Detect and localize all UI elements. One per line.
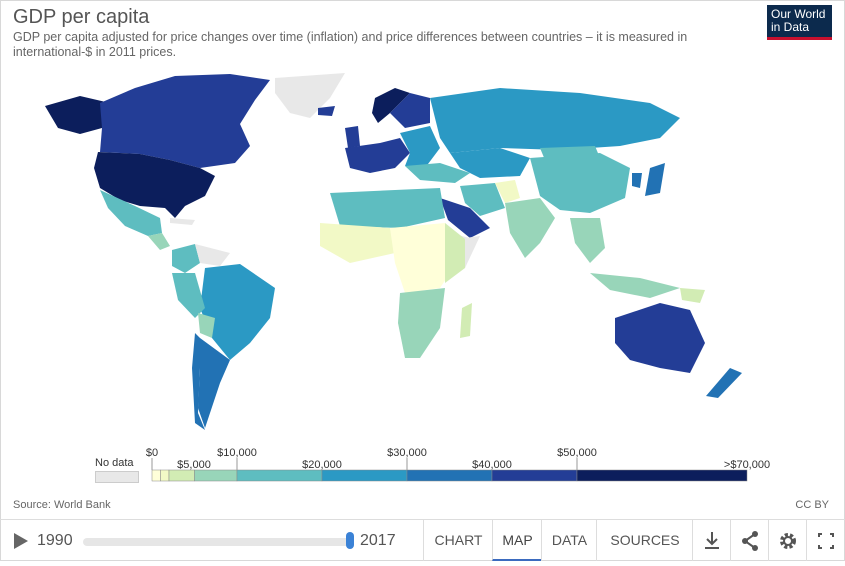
country-bolivia[interactable] [198, 313, 215, 338]
year-end-label: 2017 [360, 532, 396, 549]
legend-bin-2 [168, 469, 195, 482]
country-russia[interactable] [430, 88, 680, 153]
timeline-handle[interactable] [346, 532, 354, 549]
legend-no-data-label: No data [95, 457, 134, 469]
country-new-zealand[interactable] [706, 368, 742, 398]
country-venezuela[interactable] [195, 244, 230, 266]
country-iceland[interactable] [318, 106, 335, 116]
controls-bar: 1990 2017 CHART MAP DATA SOURCES [0, 519, 845, 562]
country-norway[interactable] [372, 88, 410, 123]
timeline-slider[interactable] [83, 538, 353, 546]
country-usa[interactable] [94, 152, 215, 218]
country-iran[interactable] [460, 183, 505, 216]
country-balkans-turkey[interactable] [405, 163, 470, 183]
legend-label-50000: $50,000 [557, 447, 597, 459]
source-note[interactable]: Source: World Bank [13, 499, 111, 511]
legend-no-data-swatch [95, 471, 139, 483]
country-chile[interactable] [192, 333, 205, 430]
country-greenland[interactable] [275, 73, 345, 118]
download-icon[interactable] [692, 520, 731, 561]
country-india[interactable] [505, 198, 555, 258]
country-indonesia[interactable] [590, 273, 680, 298]
country-sweden-finland[interactable] [390, 93, 430, 128]
legend-bin-4 [236, 469, 323, 482]
legend-bin-5 [321, 469, 408, 482]
legend-label-5000: $5,000 [177, 459, 211, 471]
country-brazil[interactable] [200, 264, 275, 360]
country-china[interactable] [530, 153, 630, 213]
year-start-label: 1990 [37, 532, 73, 549]
legend-label-20000: $20,000 [302, 459, 342, 471]
country-western-europe[interactable] [345, 138, 410, 173]
tab-data[interactable]: DATA [541, 520, 597, 561]
download-icon-glyph [705, 532, 719, 549]
country-afghanistan[interactable] [495, 180, 520, 203]
tab-map[interactable]: MAP [492, 520, 542, 561]
country-madagascar[interactable] [460, 303, 472, 338]
country-saudi-arabia[interactable] [440, 198, 490, 238]
expand-icon [818, 533, 834, 549]
tab-chart[interactable]: CHART [423, 520, 493, 561]
tab-sources[interactable]: SOURCES [596, 520, 693, 561]
chart-title: GDP per capita [13, 6, 150, 28]
legend-bins [151, 458, 748, 482]
country-southeast-asia[interactable] [570, 218, 605, 263]
country-papua-new-guinea[interactable] [680, 288, 705, 303]
legend-label-70000: >$70,000 [724, 459, 770, 471]
country-central-africa[interactable] [390, 223, 460, 293]
country-canada[interactable] [100, 74, 270, 168]
country-mongolia[interactable] [540, 146, 600, 160]
country-southern-africa[interactable] [398, 288, 445, 358]
country-japan[interactable] [645, 163, 665, 196]
share-icon-glyph [742, 531, 758, 551]
gear-icon [780, 533, 796, 549]
fullscreen-icon[interactable] [806, 520, 845, 561]
legend-bin-3 [194, 469, 238, 482]
logo-line-2: in Data [771, 20, 810, 34]
country-eastern-europe[interactable] [400, 126, 440, 168]
legend-label-0: $0 [146, 447, 158, 459]
legend-label-10000: $10,000 [217, 447, 257, 459]
country-central-america[interactable] [148, 233, 170, 250]
legend-label-40000: $40,000 [472, 459, 512, 471]
country-east-africa[interactable] [445, 223, 470, 283]
legend-bin-7 [491, 469, 578, 482]
legend-bin-0 [151, 469, 161, 482]
country-somalia[interactable] [465, 236, 480, 268]
legend-label-30000: $30,000 [387, 447, 427, 459]
country-kazakhstan[interactable] [450, 148, 530, 178]
country-peru[interactable] [172, 273, 205, 318]
license-note[interactable]: CC BY [795, 499, 829, 511]
logo-line-1: Our World [771, 7, 826, 21]
legend-bin-8 [576, 469, 748, 482]
color-legend: $0 $10,000 $30,000 $50,000 >$70,000 $5,0… [146, 447, 770, 482]
country-argentina[interactable] [198, 338, 230, 428]
country-australia[interactable] [615, 303, 705, 373]
country-korea[interactable] [632, 173, 642, 188]
country-colombia[interactable] [172, 244, 200, 273]
play-icon[interactable] [14, 533, 28, 549]
country-alaska[interactable] [45, 96, 110, 134]
country-west-africa[interactable] [320, 223, 395, 263]
share-icon[interactable] [730, 520, 769, 561]
legend-bin-6 [406, 469, 493, 482]
legend-bin-1 [160, 469, 170, 482]
country-north-africa[interactable] [330, 188, 445, 228]
country-mexico[interactable] [100, 190, 162, 236]
world-map[interactable] [0, 68, 845, 448]
country-uk[interactable] [345, 126, 360, 148]
owid-logo[interactable]: Our World in Data [767, 5, 832, 40]
chart-subtitle: GDP per capita adjusted for price change… [13, 30, 688, 59]
country-cuba[interactable] [170, 218, 195, 225]
settings-icon[interactable] [768, 520, 807, 561]
